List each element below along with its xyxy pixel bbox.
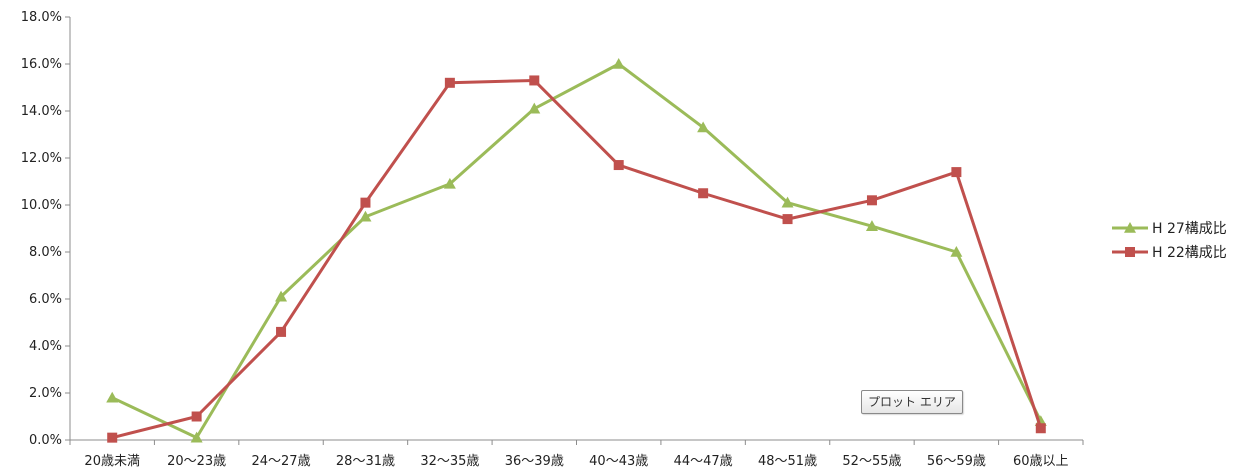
series-1 <box>106 58 1047 443</box>
legend-label: H 22構成比 <box>1152 245 1227 261</box>
x-axis: 20歳未満 20〜23歳 24〜27歳 28〜31歳 32〜35歳 36〜39歳 40〜43… <box>69 439 1084 469</box>
data-point <box>698 188 709 199</box>
data-point <box>443 177 456 189</box>
legend: H 27構成比 H 22構成比 <box>1112 221 1227 261</box>
data-point <box>275 290 288 302</box>
y-tick-label: 0.0% <box>29 433 62 448</box>
y-tick-label: 8.0% <box>29 245 62 260</box>
legend-marker <box>1124 222 1136 233</box>
x-tick-label: 32〜35歳 <box>420 454 479 469</box>
y-tick-label: 18.0% <box>21 10 62 25</box>
x-tick-label: 24〜27歳 <box>251 454 310 469</box>
data-point <box>107 432 118 443</box>
x-tick-label: 60歳以上 <box>1013 454 1069 469</box>
data-point <box>1035 423 1046 434</box>
data-point <box>781 196 794 208</box>
y-tick-label: 16.0% <box>21 57 62 72</box>
x-tick-label: 20〜23歳 <box>167 454 226 469</box>
data-point <box>529 75 540 86</box>
series-layer <box>106 58 1047 443</box>
data-point <box>191 411 202 422</box>
data-point <box>612 58 625 69</box>
series-line <box>111 62 1043 440</box>
data-point <box>190 431 203 443</box>
series-2 <box>107 75 1046 443</box>
data-point <box>276 326 287 337</box>
x-tick-label: 36〜39歳 <box>505 454 564 469</box>
x-tick-label: 20歳未満 <box>84 454 140 469</box>
data-point <box>613 160 624 171</box>
y-tick-label: 10.0% <box>21 198 62 213</box>
y-tick-label: 6.0% <box>29 292 62 307</box>
plot-area-tooltip: プロット エリア <box>861 390 963 414</box>
data-point <box>866 195 877 206</box>
data-point <box>106 391 119 403</box>
data-point <box>951 167 962 178</box>
data-point <box>782 214 793 225</box>
y-tick-label: 14.0% <box>21 104 62 119</box>
x-tick-label: 52〜55歳 <box>842 454 901 469</box>
x-tick-label: 28〜31歳 <box>336 454 395 469</box>
x-tick-label: 44〜47歳 <box>674 454 733 469</box>
data-point <box>359 210 372 222</box>
y-tick-label: 2.0% <box>29 386 62 401</box>
x-tick-label: 40〜43歳 <box>589 454 648 469</box>
data-point <box>360 197 371 208</box>
data-point <box>865 220 878 231</box>
y-tick-label: 12.0% <box>21 151 62 166</box>
legend-marker <box>1125 247 1135 257</box>
legend-label: H 27構成比 <box>1152 221 1227 237</box>
data-point <box>528 102 541 114</box>
data-point <box>444 77 455 88</box>
y-tick-label: 4.0% <box>29 339 62 354</box>
data-point <box>950 246 963 257</box>
x-tick-label: 56〜59歳 <box>927 454 986 469</box>
y-axis: 0.0% 2.0% 4.0% 6.0% 8.0% 10.0% 12.0% 14.0% 16.0%… <box>21 10 71 448</box>
data-point <box>697 121 710 133</box>
legend-item: H 27構成比 <box>1112 221 1227 237</box>
x-tick-label: 48〜51歳 <box>758 454 817 469</box>
series-line <box>111 78 1043 440</box>
legend-item: H 22構成比 <box>1112 245 1227 261</box>
